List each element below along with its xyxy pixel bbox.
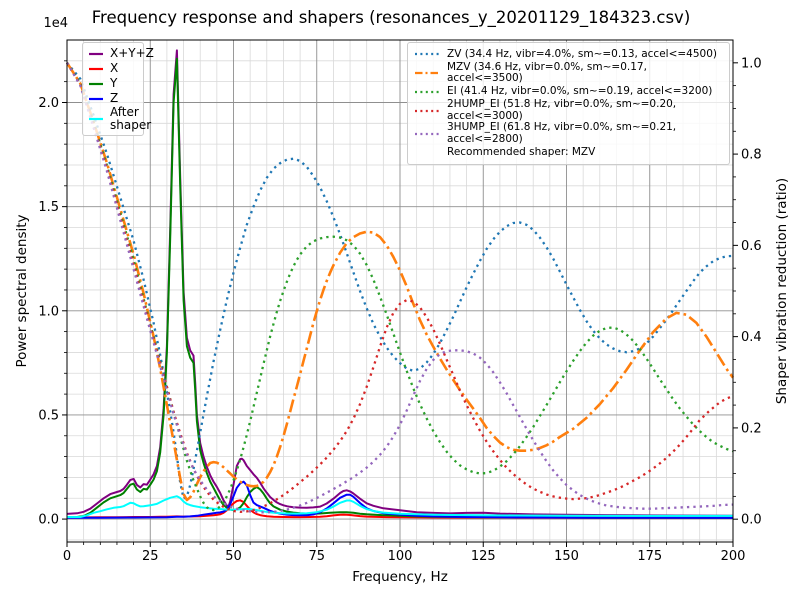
left-y-tick-label: 1.0	[38, 304, 59, 319]
tick-labels: 0 25 50 75 100 125 150 175 200 0.0 0.5 1.0 1.5 2.0 0.0…	[38, 56, 761, 564]
y-axis-offset-text: 1e4	[43, 16, 68, 31]
x-tick-label: 200	[721, 549, 746, 564]
shaper-legend-item-label: EI (41.4 Hz, vibr=0.0%, sm~=0.19, accel<…	[447, 85, 713, 98]
dotted-line-swatch	[415, 90, 440, 94]
left-y-tick-label: 0.0	[38, 513, 59, 528]
psd-legend-item: X+Y+Z	[88, 46, 154, 61]
shaper-legend-item-label: 3HUMP_EI (61.8 Hz, vibr=0.0%, sm~=0.21, …	[447, 121, 677, 145]
recommended-shaper-note-label: Recommended shaper: MZV	[447, 145, 596, 158]
psd-legend-item: After shaper	[88, 105, 151, 132]
shaper-legend-item-label: ZV (34.4 Hz, vibr=4.0%, sm~=0.13, accel<…	[447, 47, 717, 60]
right-y-tick-label: 0.6	[741, 239, 762, 254]
dotted-line-swatch	[415, 132, 440, 136]
right-y-tick-label: 0.4	[741, 330, 762, 345]
solid-line-swatch	[89, 67, 103, 70]
x-tick-label: 150	[554, 549, 579, 564]
psd-legend-item: Z	[88, 91, 138, 106]
right-y-tick-label: 0.2	[741, 421, 762, 436]
x-axis-label: Frequency, Hz	[352, 569, 448, 585]
x-tick-label: 50	[225, 549, 242, 564]
dotted-line-swatch	[415, 53, 440, 56]
solid-line-swatch	[89, 52, 103, 55]
series-line-MZV	[65, 62, 735, 502]
solid-line-swatch	[89, 82, 103, 85]
psd-legend-item: X	[88, 61, 138, 76]
series-line-After-shaper	[67, 495, 733, 518]
x-tick-label: 0	[63, 549, 71, 564]
chart-title: Frequency response and shapers (resonanc…	[91, 8, 691, 27]
series-line-EI	[66, 62, 734, 512]
shaper-legend-item: ZV (34.4 Hz, vibr=4.0%, sm~=0.13, accel<…	[414, 47, 723, 62]
shaper-legend-item-label: 2HUMP_EI (51.8 Hz, vibr=0.0%, sm~=0.20, …	[447, 98, 677, 122]
shaper-legend-item: MZV (34.6 Hz, vibr=0.0%, sm~=0.17, accel…	[414, 60, 723, 85]
shaper-legend: ZV (34.4 Hz, vibr=4.0%, sm~=0.13, accel<…	[407, 42, 730, 166]
series-lines	[65, 49, 735, 519]
left-y-tick-label: 0.5	[38, 408, 59, 423]
tick-marks	[62, 60, 738, 547]
shaper-legend-item: 3HUMP_EI (61.8 Hz, vibr=0.0%, sm~=0.21, …	[414, 122, 723, 145]
series-line-3HUMP_EI	[66, 62, 734, 514]
shaper-legend-item: 2HUMP_EI (51.8 Hz, vibr=0.0%, sm~=0.20, …	[414, 98, 723, 122]
recommended-shaper-note: Recommended shaper: MZV	[414, 145, 723, 160]
left-y-tick-label: 2.0	[38, 96, 59, 111]
psd-legend-item: Y	[88, 76, 138, 91]
psd-legend-item-label: Z	[110, 90, 119, 105]
shaper-legend-item-label: MZV (34.6 Hz, vibr=0.0%, sm~=0.17, accel…	[447, 60, 647, 85]
psd-legend: X+Y+Z X Y Z After shaper	[82, 42, 154, 137]
psd-legend-item-label: Y	[110, 75, 118, 90]
solid-line-swatch	[89, 97, 103, 100]
right-y-tick-label: 0.8	[741, 148, 762, 163]
psd-legend-item-label: X+Y+Z	[110, 45, 154, 60]
left-y-tick-label: 1.5	[38, 200, 59, 215]
x-tick-label: 125	[471, 549, 496, 564]
dotted-line-swatch	[415, 109, 440, 112]
right-y-tick-label: 1.0	[741, 56, 762, 71]
shaper-legend-item: EI (41.4 Hz, vibr=0.0%, sm~=0.19, accel<…	[414, 85, 723, 100]
dashdot-line-swatch	[415, 72, 440, 75]
right-y-tick-label: 0.0	[741, 513, 762, 528]
x-tick-label: 75	[308, 549, 325, 564]
x-tick-label: 25	[142, 549, 159, 564]
psd-legend-item-label: X	[110, 60, 119, 75]
series-line-X+Y+Z	[66, 49, 734, 517]
psd-legend-item-label: After shaper	[110, 105, 152, 133]
x-tick-label: 175	[637, 549, 662, 564]
x-tick-label: 100	[388, 549, 413, 564]
left-y-axis-label: Power spectral density	[14, 214, 30, 368]
solid-line-swatch	[89, 118, 103, 121]
right-y-axis-label: Shaper vibration reduction (ratio)	[774, 177, 790, 405]
